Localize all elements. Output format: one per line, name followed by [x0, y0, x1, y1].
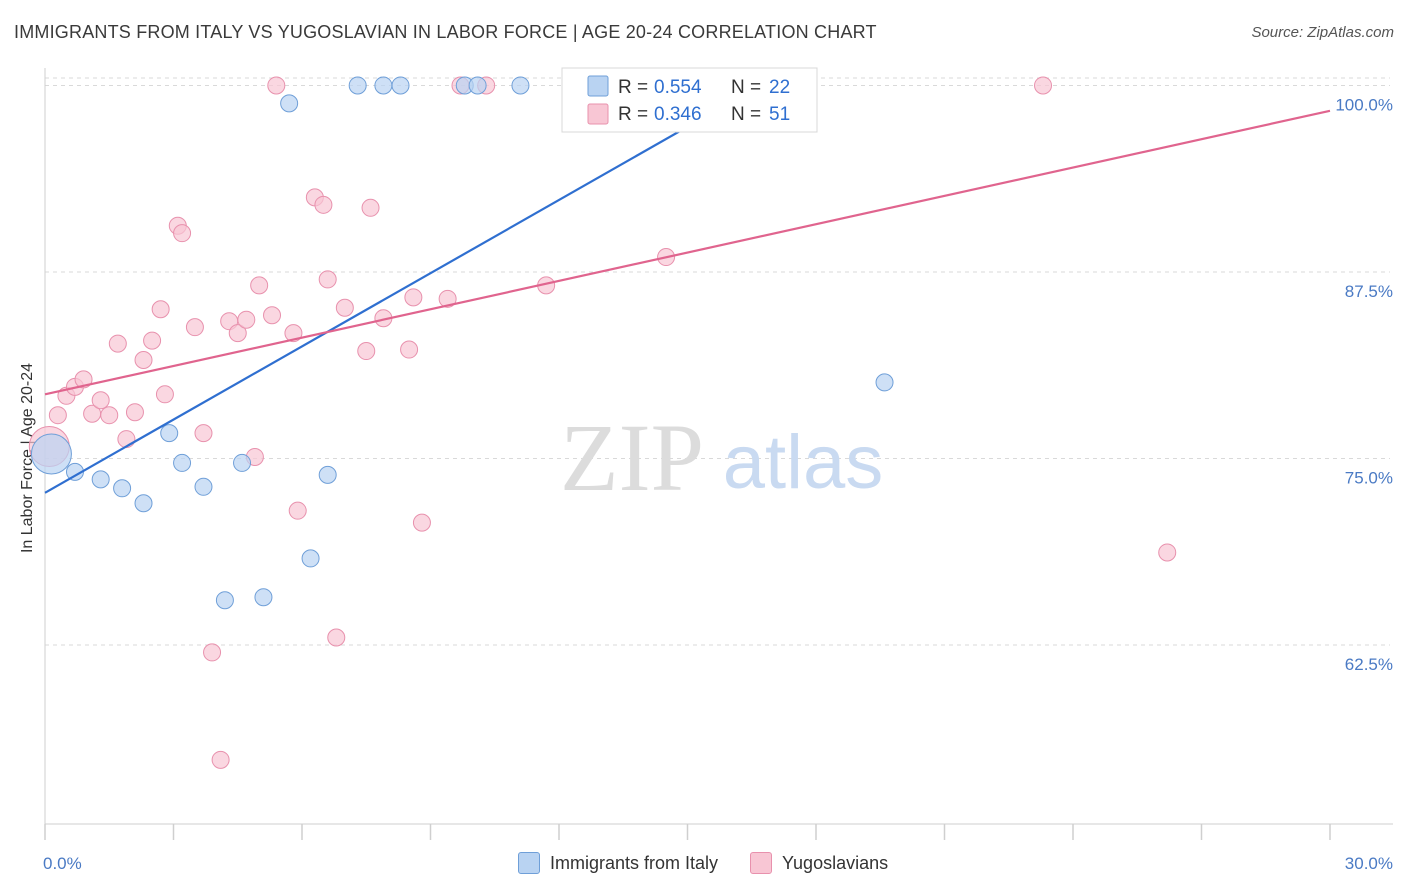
- point-yugoslavians: [91, 391, 110, 410]
- legend-n-value-yugoslavians: 51: [769, 104, 790, 125]
- point-italy: [318, 465, 337, 484]
- y-tick-label: 75.0%: [1345, 468, 1393, 487]
- point-yugoslavians: [314, 195, 333, 214]
- point-yugoslavians: [143, 331, 162, 350]
- legend-color-yugoslavians: [750, 852, 773, 874]
- point-yugoslavians: [125, 403, 144, 422]
- point-yugoslavians: [237, 310, 256, 329]
- legend-label-yugoslavians: Yugoslavians: [782, 852, 889, 873]
- point-yugoslavians: [250, 276, 269, 295]
- legend-label-italy: Immigrants from Italy: [550, 852, 719, 873]
- point-italy: [160, 424, 179, 443]
- point-yugoslavians: [335, 298, 354, 317]
- point-yugoslavians: [155, 385, 174, 404]
- x-tick-label-min: 0.0%: [43, 854, 82, 873]
- watermark: ZIP atlas: [560, 404, 883, 511]
- stats-legend: R = 0.554 N = 22 R = 0.346 N = 51: [561, 67, 818, 133]
- point-yugoslavians: [284, 324, 303, 343]
- watermark-zip: ZIP: [560, 404, 704, 511]
- point-italy: [254, 588, 273, 607]
- point-yugoslavians: [151, 300, 170, 319]
- point-italy: [30, 433, 72, 475]
- trend-lines: [44, 77, 1331, 494]
- legend-r-value-yugoslavians: 0.346: [654, 104, 702, 125]
- point-yugoslavians: [228, 324, 247, 343]
- italy-points: [30, 76, 894, 610]
- point-italy: [134, 494, 153, 513]
- point-yugoslavians: [74, 370, 93, 389]
- point-yugoslavians: [173, 224, 192, 243]
- point-italy: [301, 549, 320, 568]
- point-yugoslavians: [100, 406, 119, 425]
- legend-item-italy[interactable]: Immigrants from Italy: [518, 852, 718, 874]
- point-yugoslavians: [263, 306, 282, 325]
- gridlines: [45, 77, 1390, 646]
- legend-n-label-italy: N =: [731, 77, 761, 98]
- point-yugoslavians: [357, 342, 376, 361]
- trend-line-yugoslavians: [44, 109, 1331, 396]
- legend-r-value-italy: 0.554: [654, 77, 702, 98]
- source-credit: Source: ZipAtlas.com: [1251, 24, 1394, 41]
- point-yugoslavians: [288, 501, 307, 520]
- point-yugoslavians: [211, 750, 230, 769]
- legend-swatch-italy: [587, 75, 609, 97]
- point-yugoslavians: [134, 350, 153, 369]
- point-italy: [280, 94, 299, 113]
- trend-line-italy: [44, 77, 774, 494]
- series-legend: Immigrants from Italy Yugoslavians: [518, 852, 910, 874]
- point-italy: [348, 76, 367, 95]
- point-italy: [173, 453, 192, 472]
- point-italy: [91, 470, 110, 489]
- legend-color-italy: [518, 852, 540, 874]
- y-tick-label: 100.0%: [1335, 95, 1393, 114]
- point-yugoslavians: [117, 430, 136, 449]
- x-tick-label-max: 30.0%: [1345, 854, 1393, 873]
- point-italy: [875, 373, 894, 392]
- point-yugoslavians: [267, 76, 286, 95]
- watermark-atlas: atlas: [723, 420, 884, 505]
- chart-title: IMMIGRANTS FROM ITALY VS YUGOSLAVIAN IN …: [14, 22, 877, 42]
- point-yugoslavians: [1034, 76, 1053, 95]
- point-italy: [511, 76, 530, 95]
- legend-n-value-italy: 22: [769, 77, 790, 98]
- point-italy: [374, 76, 393, 95]
- point-yugoslavians: [185, 318, 204, 337]
- point-yugoslavians: [203, 643, 222, 662]
- point-yugoslavians: [1158, 543, 1177, 562]
- legend-r-label-yugoslavians: R =: [618, 104, 648, 125]
- legend-n-label-yugoslavians: N =: [731, 104, 761, 125]
- point-yugoslavians: [318, 270, 337, 289]
- point-yugoslavians: [412, 513, 431, 532]
- point-yugoslavians: [48, 406, 67, 425]
- legend-item-yugoslavians[interactable]: Yugoslavians: [750, 852, 888, 874]
- point-italy: [468, 76, 487, 95]
- point-italy: [391, 76, 410, 95]
- point-italy: [215, 591, 234, 610]
- legend-r-label-italy: R =: [618, 77, 648, 98]
- y-tick-label: 87.5%: [1345, 282, 1393, 301]
- point-yugoslavians: [361, 198, 380, 217]
- legend-swatch-yugoslavians: [587, 103, 609, 125]
- point-yugoslavians: [400, 340, 419, 359]
- y-tick-label: 62.5%: [1345, 655, 1393, 674]
- point-yugoslavians: [438, 289, 457, 308]
- point-italy: [194, 477, 213, 496]
- point-yugoslavians: [194, 424, 213, 443]
- point-yugoslavians: [327, 628, 346, 647]
- tick-labels: 62.5% 75.0% 87.5% 100.0% 0.0% 30.0%: [43, 95, 1393, 873]
- point-italy: [233, 453, 252, 472]
- point-yugoslavians: [404, 288, 423, 307]
- point-italy: [113, 479, 132, 498]
- point-yugoslavians: [108, 334, 127, 353]
